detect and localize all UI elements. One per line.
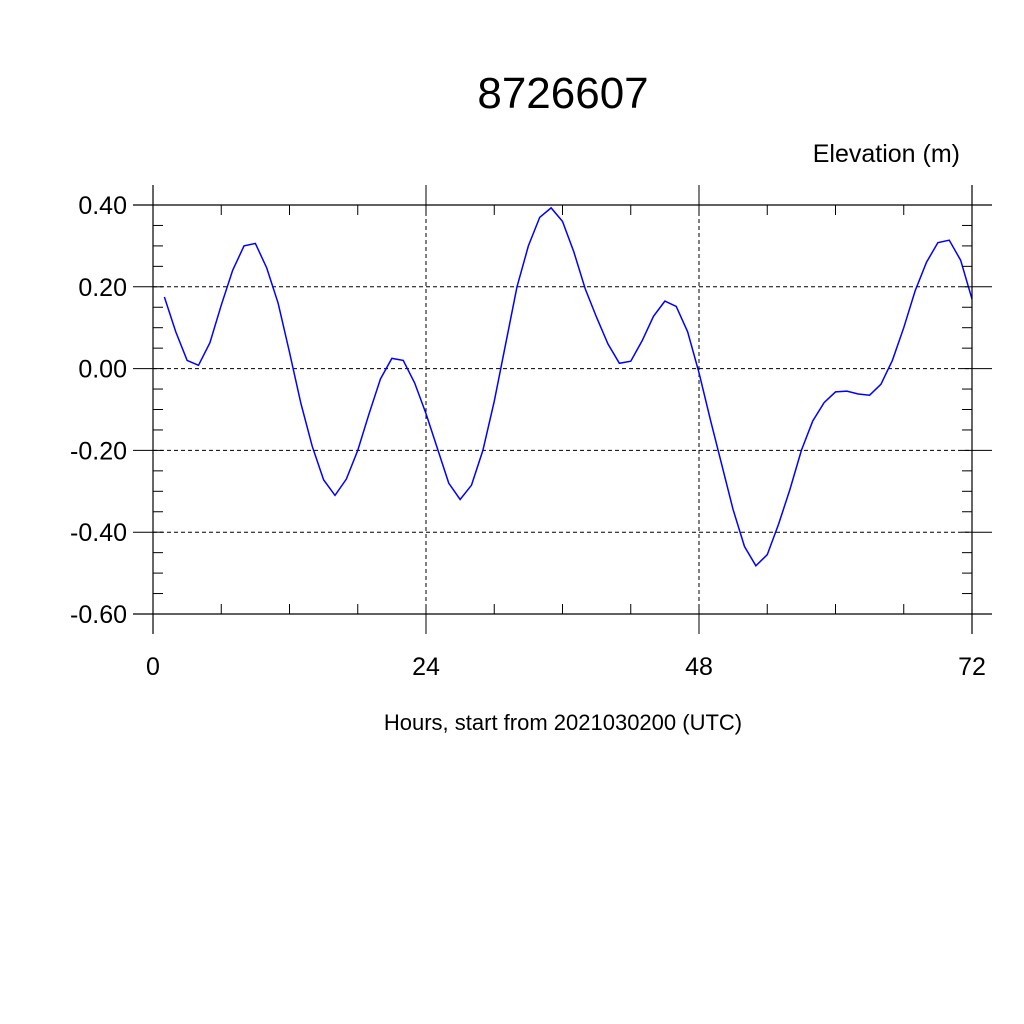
x-tick-label-0: 0 (146, 653, 160, 681)
series-layer (163, 206, 973, 567)
axes (133, 185, 992, 634)
chart-title: 8726607 (477, 69, 648, 118)
y-tick-label-1: 0.20 (78, 274, 127, 302)
x-tick-label-3: 72 (958, 653, 986, 681)
y-tick-label-0: 0.40 (78, 192, 127, 220)
tick-marks (133, 185, 992, 634)
series-line-0 (163, 206, 973, 567)
grid (152, 204, 973, 615)
y-tick-label-3: -0.20 (70, 437, 127, 465)
x-tick-label-2: 48 (685, 653, 713, 681)
y-tick-label-5: -0.60 (70, 601, 127, 629)
y-tick-label-2: 0.00 (78, 356, 127, 384)
x-axis-label: Hours, start from 2021030200 (UTC) (384, 710, 742, 735)
tick-labels: 0.40 0.20 0.00 -0.20 -0.40 -0.60 0 24 48 72 (70, 192, 986, 681)
x-tick-label-1: 24 (412, 653, 440, 681)
y-tick-label-4: -0.40 (70, 519, 127, 547)
y-axis-label: Elevation (m) (813, 140, 960, 168)
